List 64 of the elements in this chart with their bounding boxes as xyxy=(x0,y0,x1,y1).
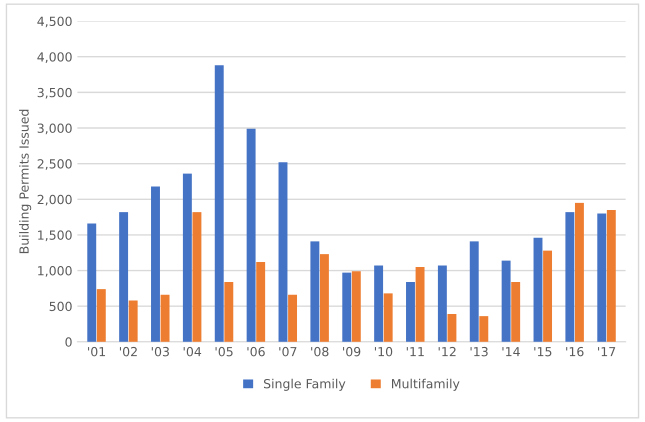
x-tick-label: '03 xyxy=(152,346,169,356)
bar xyxy=(606,210,616,342)
x-tick-label: '17 xyxy=(598,347,616,356)
bar xyxy=(534,238,542,342)
y-tick-label: 2,500 xyxy=(38,159,72,170)
bar xyxy=(447,314,456,342)
bar xyxy=(502,260,511,342)
x-tick-label: '13 xyxy=(470,346,488,356)
bar xyxy=(278,162,288,342)
bar xyxy=(182,174,192,342)
x-tick-label: '14 xyxy=(502,347,520,356)
bar xyxy=(597,214,606,342)
y-tick-label: 1,000 xyxy=(38,266,72,277)
bar xyxy=(151,186,160,342)
x-tick-label: '01 xyxy=(88,346,106,356)
bar xyxy=(479,316,488,342)
bar xyxy=(246,128,256,342)
x-tick-label: '05 xyxy=(216,346,233,356)
bar xyxy=(310,241,320,342)
bar xyxy=(374,266,384,342)
legend-label: Multifamily xyxy=(392,378,460,391)
y-axis-title: Building Permits Issued xyxy=(19,110,32,254)
bar xyxy=(342,272,352,342)
bar xyxy=(214,65,224,342)
x-tick-label: '09 xyxy=(343,346,360,356)
bar xyxy=(574,202,584,342)
y-tick-label: 4,500 xyxy=(37,16,72,28)
x-tick-label: '08 xyxy=(311,346,328,356)
x-tick-label: '16 xyxy=(566,346,584,356)
bar xyxy=(406,282,415,342)
bar xyxy=(96,289,106,342)
bar xyxy=(224,282,234,342)
y-tick-label: 0 xyxy=(65,337,72,347)
legend-label: Single Family xyxy=(264,378,346,391)
x-tick-label: '12 xyxy=(438,346,456,356)
bar xyxy=(119,212,128,342)
y-tick-label: 3,500 xyxy=(38,88,72,99)
x-tick-label: '15 xyxy=(534,347,552,356)
bar xyxy=(320,254,329,342)
x-tick-label: '04 xyxy=(184,346,202,356)
x-tick-label: '11 xyxy=(406,347,424,356)
bar xyxy=(87,224,96,342)
bar xyxy=(256,262,266,342)
bar xyxy=(416,266,425,342)
bar xyxy=(192,212,202,342)
x-tick-label: '07 xyxy=(279,346,296,356)
bar xyxy=(352,271,361,342)
y-tick-label: 4,000 xyxy=(37,52,72,63)
bar xyxy=(160,294,170,342)
bar xyxy=(543,250,552,342)
x-tick-label: '10 xyxy=(374,346,392,356)
y-tick-label: 3,000 xyxy=(38,123,72,134)
x-tick-label: '02 xyxy=(120,346,137,356)
bar xyxy=(511,282,520,342)
y-tick-label: 1,500 xyxy=(38,230,72,242)
bar xyxy=(565,212,574,342)
bar xyxy=(470,241,479,342)
bar xyxy=(438,266,447,342)
y-tick-label: 2,000 xyxy=(38,194,72,206)
bar xyxy=(128,300,138,342)
y-tick-label: 500 xyxy=(50,302,72,312)
bar xyxy=(288,294,298,342)
bar xyxy=(384,293,393,342)
x-tick-label: '06 xyxy=(247,346,265,356)
